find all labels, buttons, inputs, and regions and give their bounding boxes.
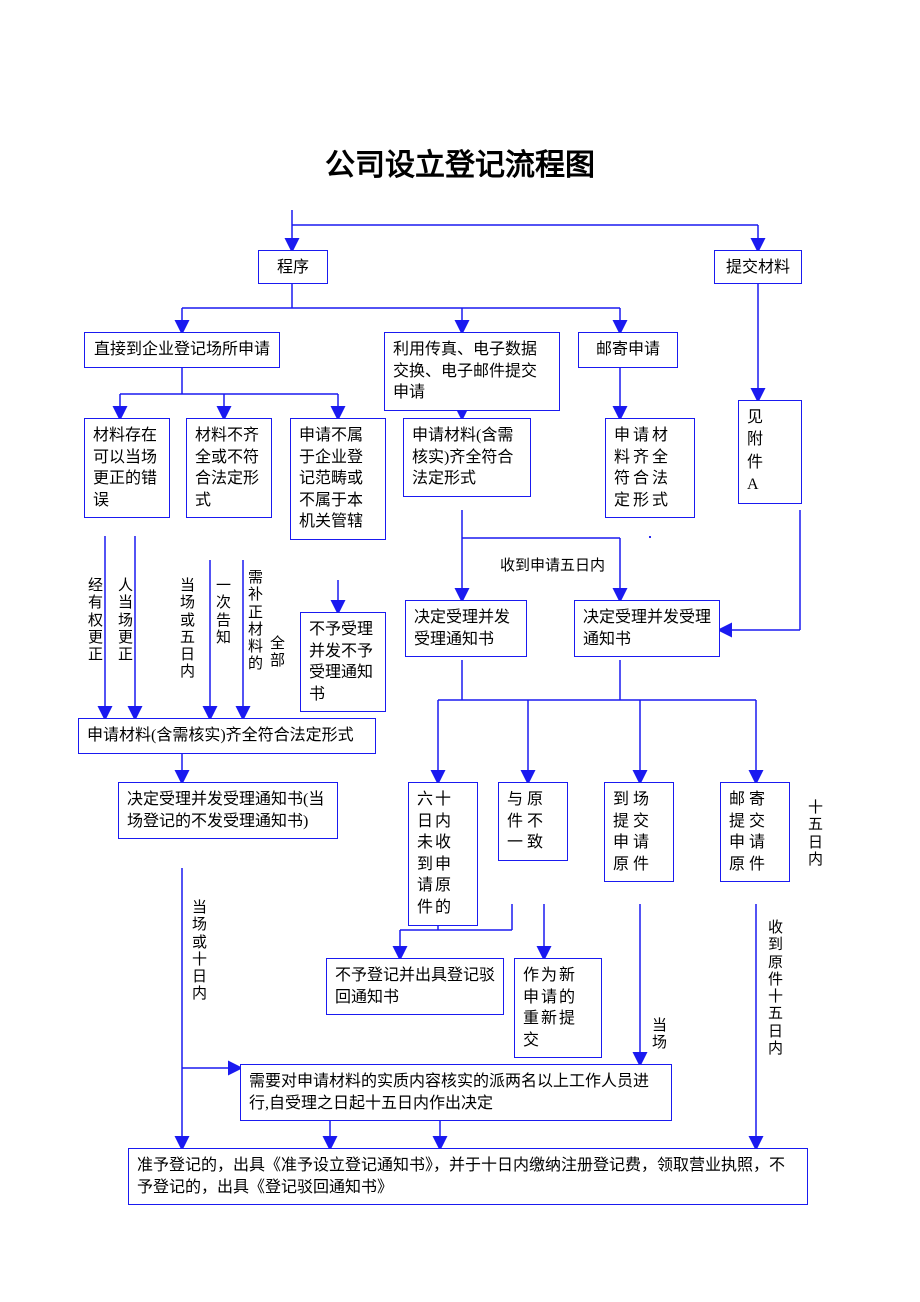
- label-auth-correct: 经 有 权 更 正: [88, 578, 103, 664]
- node-appendix-a: 见 附 件 A: [738, 400, 802, 504]
- node-verify: 需要对申请材料的实质内容核实的派两名以上工作人员进行,自受理之日起十五日内作出决…: [240, 1064, 672, 1121]
- node-inconsistent: 与原件不一致: [498, 782, 568, 861]
- node-resubmit: 作为新申请的重新提交: [514, 958, 602, 1058]
- label-onsite-10days: 当 场 或 十 日 内: [192, 900, 207, 1004]
- node-mail-submit: 邮寄提交申请原件: [720, 782, 790, 882]
- label-once-inform: 一 次 告 知: [216, 578, 231, 647]
- label-onsite-5days: 当 场 或 五 日 内: [180, 578, 195, 682]
- label-need-supplement: 需 补 正 材 料 的: [248, 570, 263, 674]
- node-mail-apply: 邮寄申请: [578, 332, 678, 368]
- node-procedure: 程序: [258, 250, 328, 284]
- label-receive-orig-15: 收 到 原 件 十 五 日 内: [768, 920, 783, 1058]
- node-reject-accept: 不予受理并发不予受理通知书: [300, 612, 386, 712]
- label-onsite: 当 场: [652, 1018, 667, 1053]
- node-fax-accept: 决定受理并发受理通知书: [405, 600, 527, 657]
- node-fax-complete: 申请材料(含需核实)齐全符合法定形式: [403, 418, 531, 497]
- node-onsite-submit: 到场提交申请原件: [604, 782, 674, 882]
- node-not-enterprise: 申请不属于企业登记范畴或不属于本机关管辖: [290, 418, 386, 540]
- page-title: 公司设立登记流程图: [0, 140, 920, 184]
- node-fax-apply: 利用传真、电子数据交换、电子邮件提交申请: [384, 332, 560, 411]
- node-mail-complete: 申请材料齐全符合法定形式: [605, 418, 695, 518]
- node-material-incomplete: 材料不齐全或不符合法定形式: [186, 418, 272, 518]
- node-60days: 六十日内未收到申请原件的: [408, 782, 478, 926]
- node-material-error: 材料存在可以当场更正的错误: [84, 418, 170, 518]
- label-onsite-correct: 人 当 场 更 正: [118, 578, 133, 664]
- node-submit-materials: 提交材料: [714, 250, 802, 284]
- node-left-accept: 决定受理并发受理通知书(当场登记的不发受理通知书): [118, 782, 338, 839]
- node-left-complete: 申请材料(含需核实)齐全符合法定形式: [78, 718, 376, 754]
- node-final: 准予登记的，出具《准予设立登记通知书》，并于十日内缴纳注册登记费，领取营业执照，…: [128, 1148, 808, 1205]
- node-mail-accept: 决定受理并发受理通知书: [574, 600, 720, 657]
- label-receive-5days: 收到申请五日内: [500, 558, 605, 575]
- node-reject-register: 不予登记并出具登记驳回通知书: [326, 958, 504, 1015]
- label-all: 全 部: [270, 636, 285, 671]
- label-15days: 十 五 日 内: [808, 800, 823, 869]
- node-direct-apply: 直接到企业登记场所申请: [84, 332, 280, 368]
